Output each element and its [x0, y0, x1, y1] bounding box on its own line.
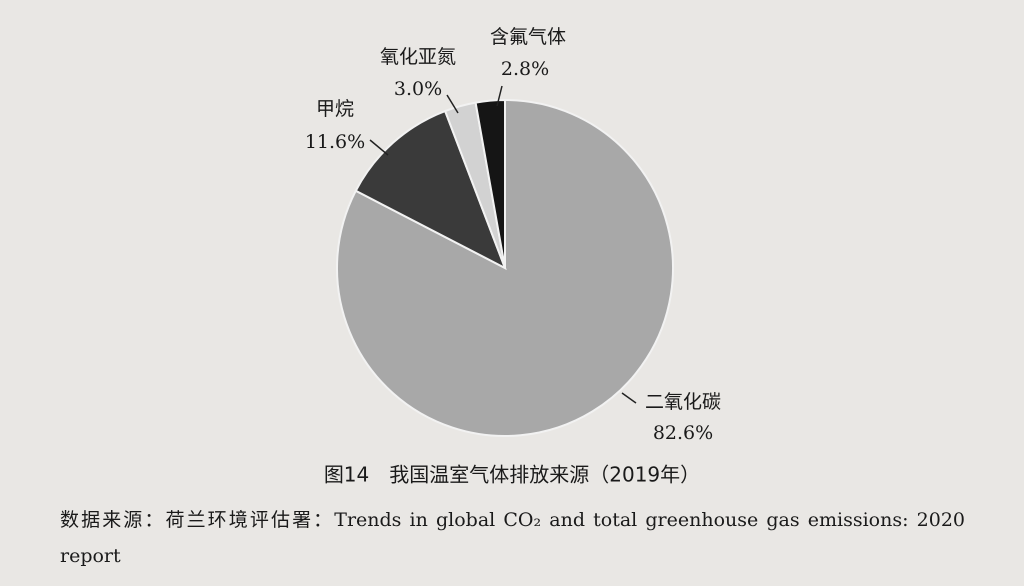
value-label: 3.0%: [394, 78, 442, 100]
value-label: 82.6%: [653, 422, 713, 444]
source-note: 数据来源：荷兰环境评估署：Trends in global CO₂ and to…: [60, 509, 965, 567]
pie-slice: [354, 109, 507, 271]
pie-slice: [474, 98, 506, 269]
slice-label: 二氧化碳: [645, 391, 721, 413]
caption: 图14 我国温室气体排放来源（2019年）: [324, 463, 700, 487]
leader-line: [446, 94, 459, 114]
chart: 图14 我国温室气体排放来源（2019年） 二氧化碳 82.6% 甲烷 11.6% 氧化…: [305, 26, 721, 487]
leader-line: [369, 139, 389, 156]
value-label: 11.6%: [305, 131, 365, 153]
slice-label: 甲烷: [316, 98, 354, 120]
leader-line: [621, 392, 637, 404]
slice-label: 氧化亚氮: [380, 46, 456, 68]
leader-line: [496, 85, 503, 107]
slice-label: 含氟气体: [490, 26, 566, 48]
value-label: 2.8%: [501, 58, 549, 80]
